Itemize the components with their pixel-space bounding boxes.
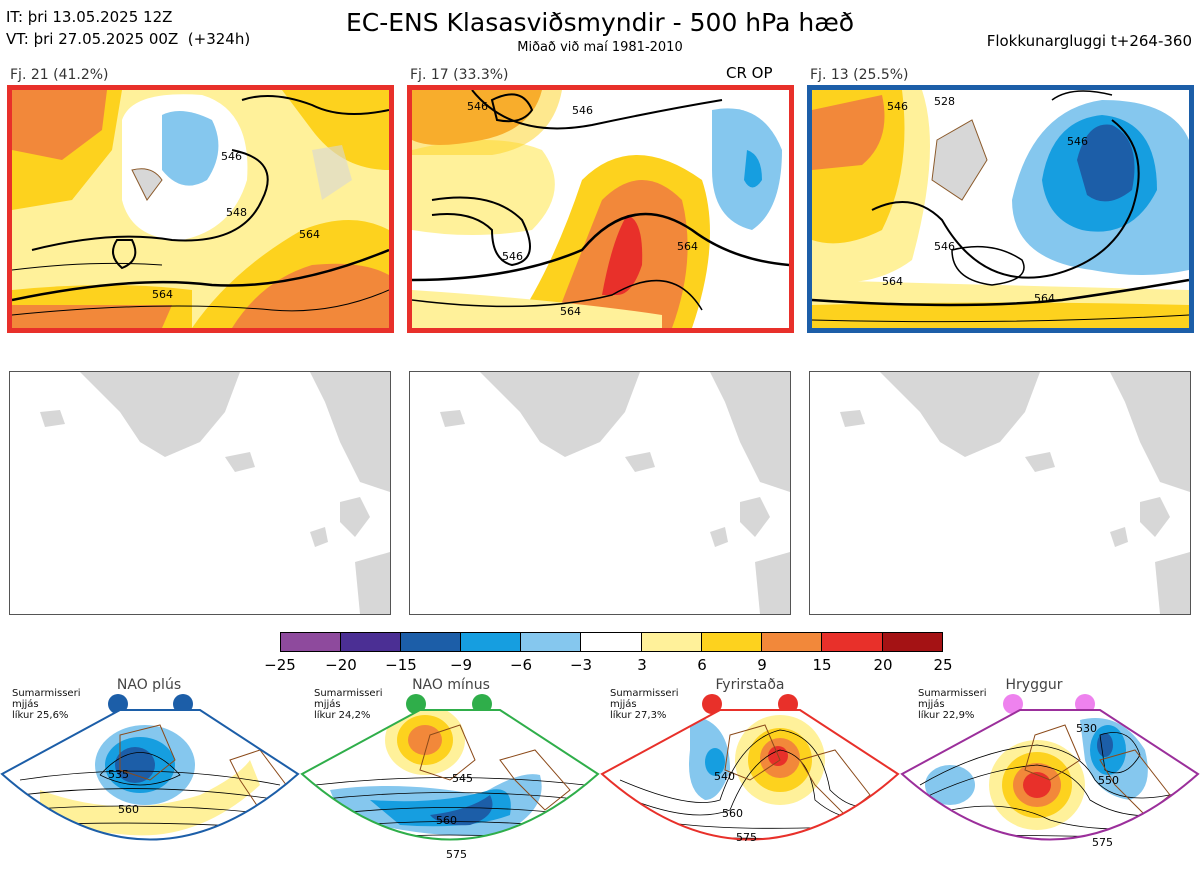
- page-title: EC-ENS Klasasviðsmyndir - 500 hPa hæð: [345, 8, 855, 37]
- contour-label: 564: [1034, 292, 1055, 305]
- contour-label: 548: [226, 206, 247, 219]
- contour-label: 528: [934, 95, 955, 108]
- contour-label: 575: [446, 848, 467, 861]
- empty-map-1: [9, 371, 391, 615]
- contour-label: 575: [736, 831, 757, 844]
- colorbar-tick: 15: [812, 656, 832, 674]
- contour-label: 546: [572, 104, 593, 117]
- cluster-2-label: Fj. 17 (33.3%): [410, 67, 509, 83]
- empty-map-3: [809, 371, 1191, 615]
- colorbar-cell: [702, 632, 762, 652]
- contour-label: 564: [560, 305, 581, 318]
- contour-label: 564: [677, 240, 698, 253]
- colorbar-cell: [822, 632, 883, 652]
- regime-3-info: Sumarmisseri mjjás líkur 27,3%: [610, 688, 679, 721]
- contour-label: 546: [502, 250, 523, 263]
- regime-1-name: NAO plús: [116, 677, 182, 693]
- contour-label: 546: [934, 240, 955, 253]
- regime-4-map: 530 550 575: [900, 709, 1200, 849]
- contour-label: 550: [1098, 774, 1119, 787]
- contour-label: 564: [299, 228, 320, 241]
- contour-label: 535: [108, 768, 129, 781]
- contour-label: 545: [452, 772, 473, 785]
- colorbar-cell: [280, 632, 341, 652]
- colorbar-cell: [461, 632, 521, 652]
- colorbar-tick: −20: [325, 656, 357, 674]
- contour-label: 546: [887, 100, 908, 113]
- cluster-1-map: 546 548 564 564: [7, 85, 394, 333]
- regime-3-name: Fyrirstaða: [715, 677, 785, 693]
- clustering-window: Flokkunargluggi t+264-360: [986, 32, 1192, 50]
- regime-2-name: NAO mínus: [412, 677, 490, 693]
- cluster-3-label: Fj. 13 (25.5%): [810, 67, 909, 83]
- regime-3-map: 540 560 575: [600, 709, 900, 844]
- regime-2-info: Sumarmisseri mjjás líkur 24,2%: [314, 688, 383, 721]
- regime-4-marker: [1003, 694, 1023, 714]
- contour-label: 546: [1067, 135, 1088, 148]
- colorbar-tick: −25: [264, 656, 296, 674]
- regime-4-info: Sumarmisseri mjjás líkur 22,9%: [918, 688, 987, 721]
- colorbar-tick: 20: [873, 656, 893, 674]
- colorbar-cell: [642, 632, 702, 652]
- empty-map-2: [409, 371, 791, 615]
- regime-2-map: 545 560 575: [300, 709, 600, 861]
- regime-1-map: 535 560: [0, 709, 300, 841]
- colorbar-cell: [341, 632, 401, 652]
- colorbar-tick: 3: [637, 656, 647, 674]
- colorbar-tick: −9: [449, 656, 473, 674]
- colorbar-cell: [401, 632, 461, 652]
- colorbar-cell: [521, 632, 581, 652]
- header-info: IT: þri 13.05.2025 12Z VT: þri 27.05.202…: [6, 6, 250, 50]
- colorbar-tick: −15: [385, 656, 417, 674]
- contour-label: 540: [714, 770, 735, 783]
- contour-label: 560: [436, 814, 457, 827]
- colorbar-tick: 6: [697, 656, 707, 674]
- regime-3-marker: [702, 694, 722, 714]
- contour-label: 575: [1092, 836, 1113, 849]
- contour-label: 546: [467, 100, 488, 113]
- colorbar-cell: [762, 632, 822, 652]
- contour-label: 546: [221, 150, 242, 163]
- contour-label: 564: [882, 275, 903, 288]
- regime-1-info: Sumarmisseri mjjás líkur 25,6%: [12, 688, 81, 721]
- contour-label: 530: [1076, 722, 1097, 735]
- cluster-3-map: 528 546 546 564 546 564: [807, 85, 1194, 333]
- cluster-1-label: Fj. 21 (41.2%): [10, 67, 109, 83]
- colorbar-tick: 25: [933, 656, 953, 674]
- regime-4-name: Hryggur: [1005, 677, 1063, 693]
- colorbar-cell: [581, 632, 642, 652]
- issue-time: IT: þri 13.05.2025 12Z: [6, 8, 173, 26]
- cluster-2-map: 546 546 546 564 564: [407, 85, 794, 333]
- contour-label: 560: [118, 803, 139, 816]
- cluster-2-op-marker: CR OP: [726, 64, 773, 82]
- colorbar: [280, 632, 943, 652]
- colorbar-tick: 9: [757, 656, 767, 674]
- contour-label: 560: [722, 807, 743, 820]
- valid-time: VT: þri 27.05.2025 00Z (+324h): [6, 30, 251, 48]
- contour-label: 564: [152, 288, 173, 301]
- colorbar-tick: −3: [569, 656, 593, 674]
- colorbar-tick: −6: [509, 656, 533, 674]
- page-subtitle: Miðað við maí 1981-2010: [517, 40, 683, 55]
